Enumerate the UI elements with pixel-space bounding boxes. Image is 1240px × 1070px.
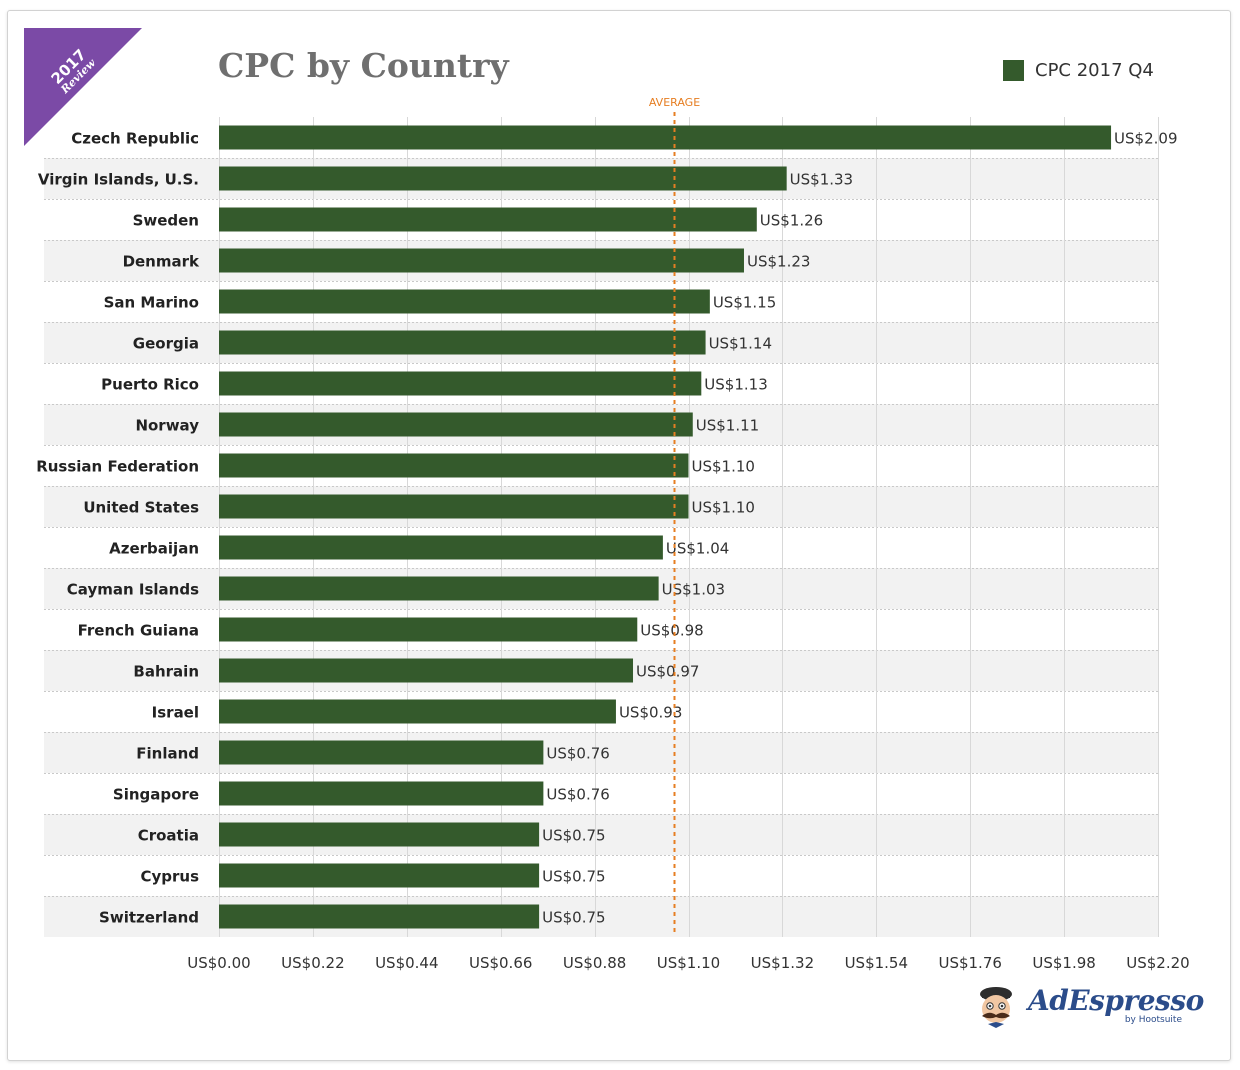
category-label: Czech Republic	[71, 130, 199, 148]
value-label: US$0.98	[640, 622, 703, 640]
bar	[219, 658, 634, 683]
bar	[219, 699, 616, 724]
value-label: US$1.14	[709, 335, 772, 353]
category-label: Cyprus	[140, 868, 199, 886]
x-tick-label: US$0.22	[281, 954, 344, 972]
value-label: US$1.26	[760, 212, 823, 230]
badge-ribbon	[24, 28, 142, 146]
category-label: Virgin Islands, U.S.	[38, 171, 199, 189]
bar	[219, 125, 1112, 150]
category-label: Georgia	[133, 335, 199, 353]
value-label: US$2.09	[1114, 130, 1177, 148]
value-label: US$1.04	[666, 540, 729, 558]
average-label: AVERAGE	[649, 96, 700, 109]
x-tick-label: US$1.76	[938, 954, 1001, 972]
value-label: US$1.03	[662, 581, 725, 599]
bar	[219, 166, 787, 191]
category-label: Puerto Rico	[101, 376, 199, 394]
chart-legend: CPC 2017 Q4	[1003, 60, 1154, 81]
category-label: Singapore	[113, 786, 199, 804]
value-label: US$1.11	[696, 417, 759, 435]
x-tick-label: US$2.20	[1126, 954, 1189, 972]
bar	[219, 330, 706, 355]
bar	[219, 207, 757, 232]
brand-logo: AdEspresso by Hootsuite	[972, 982, 1204, 1030]
x-tick-label: US$0.00	[187, 954, 250, 972]
bar	[219, 576, 659, 601]
category-label: Israel	[152, 704, 199, 722]
value-label: US$1.23	[747, 253, 810, 271]
value-label: US$0.76	[546, 786, 609, 804]
value-label: US$1.13	[704, 376, 767, 394]
x-tick-label: US$0.88	[563, 954, 626, 972]
value-label: US$0.76	[546, 745, 609, 763]
category-label: San Marino	[104, 294, 199, 312]
category-label: United States	[83, 499, 199, 517]
category-label: Bahrain	[133, 663, 199, 681]
bar	[219, 904, 540, 929]
bar	[219, 535, 663, 560]
category-label: Croatia	[138, 827, 199, 845]
review-badge: 2017 Review	[24, 28, 142, 146]
category-label: Cayman Islands	[67, 581, 199, 599]
bar	[219, 617, 638, 642]
value-label: US$1.10	[692, 499, 755, 517]
value-label: US$1.15	[713, 294, 776, 312]
category-label: Sweden	[133, 212, 199, 230]
category-label: Russian Federation	[36, 458, 199, 476]
bar	[219, 289, 710, 314]
value-label: US$0.75	[542, 868, 605, 886]
legend-label: CPC 2017 Q4	[1035, 60, 1154, 81]
value-label: US$0.75	[542, 909, 605, 927]
bar	[219, 412, 693, 437]
category-label: Azerbaijan	[109, 540, 199, 558]
category-label: Norway	[135, 417, 199, 435]
bar	[219, 371, 702, 396]
x-tick-label: US$0.44	[375, 954, 438, 972]
category-label: Finland	[136, 745, 199, 763]
x-tick-label: US$1.32	[751, 954, 814, 972]
value-label: US$1.33	[790, 171, 853, 189]
x-tick-label: US$1.98	[1032, 954, 1095, 972]
mascot-icon	[980, 987, 1012, 1028]
category-label: French Guiana	[78, 622, 199, 640]
value-label: US$0.97	[636, 663, 699, 681]
brand-byline: by Hootsuite	[1124, 1015, 1182, 1025]
bar	[219, 863, 540, 888]
brand-name: AdEspresso	[1028, 984, 1204, 1017]
x-tick-label: US$1.10	[657, 954, 720, 972]
value-label: US$1.10	[692, 458, 755, 476]
chart-title: CPC by Country	[218, 46, 509, 85]
category-label: Denmark	[123, 253, 200, 271]
brand-wordmark: AdEspresso by Hootsuite	[1028, 982, 1204, 1030]
category-label: Switzerland	[99, 909, 199, 927]
legend-swatch	[1003, 60, 1024, 81]
x-tick-label: US$0.66	[469, 954, 532, 972]
bar	[219, 453, 689, 478]
x-tick-label: US$1.54	[845, 954, 908, 972]
bar	[219, 781, 544, 806]
bar	[219, 248, 744, 273]
bar	[219, 740, 544, 765]
value-label: US$0.93	[619, 704, 682, 722]
value-label: US$0.75	[542, 827, 605, 845]
bar	[219, 822, 540, 847]
bar	[219, 494, 689, 519]
